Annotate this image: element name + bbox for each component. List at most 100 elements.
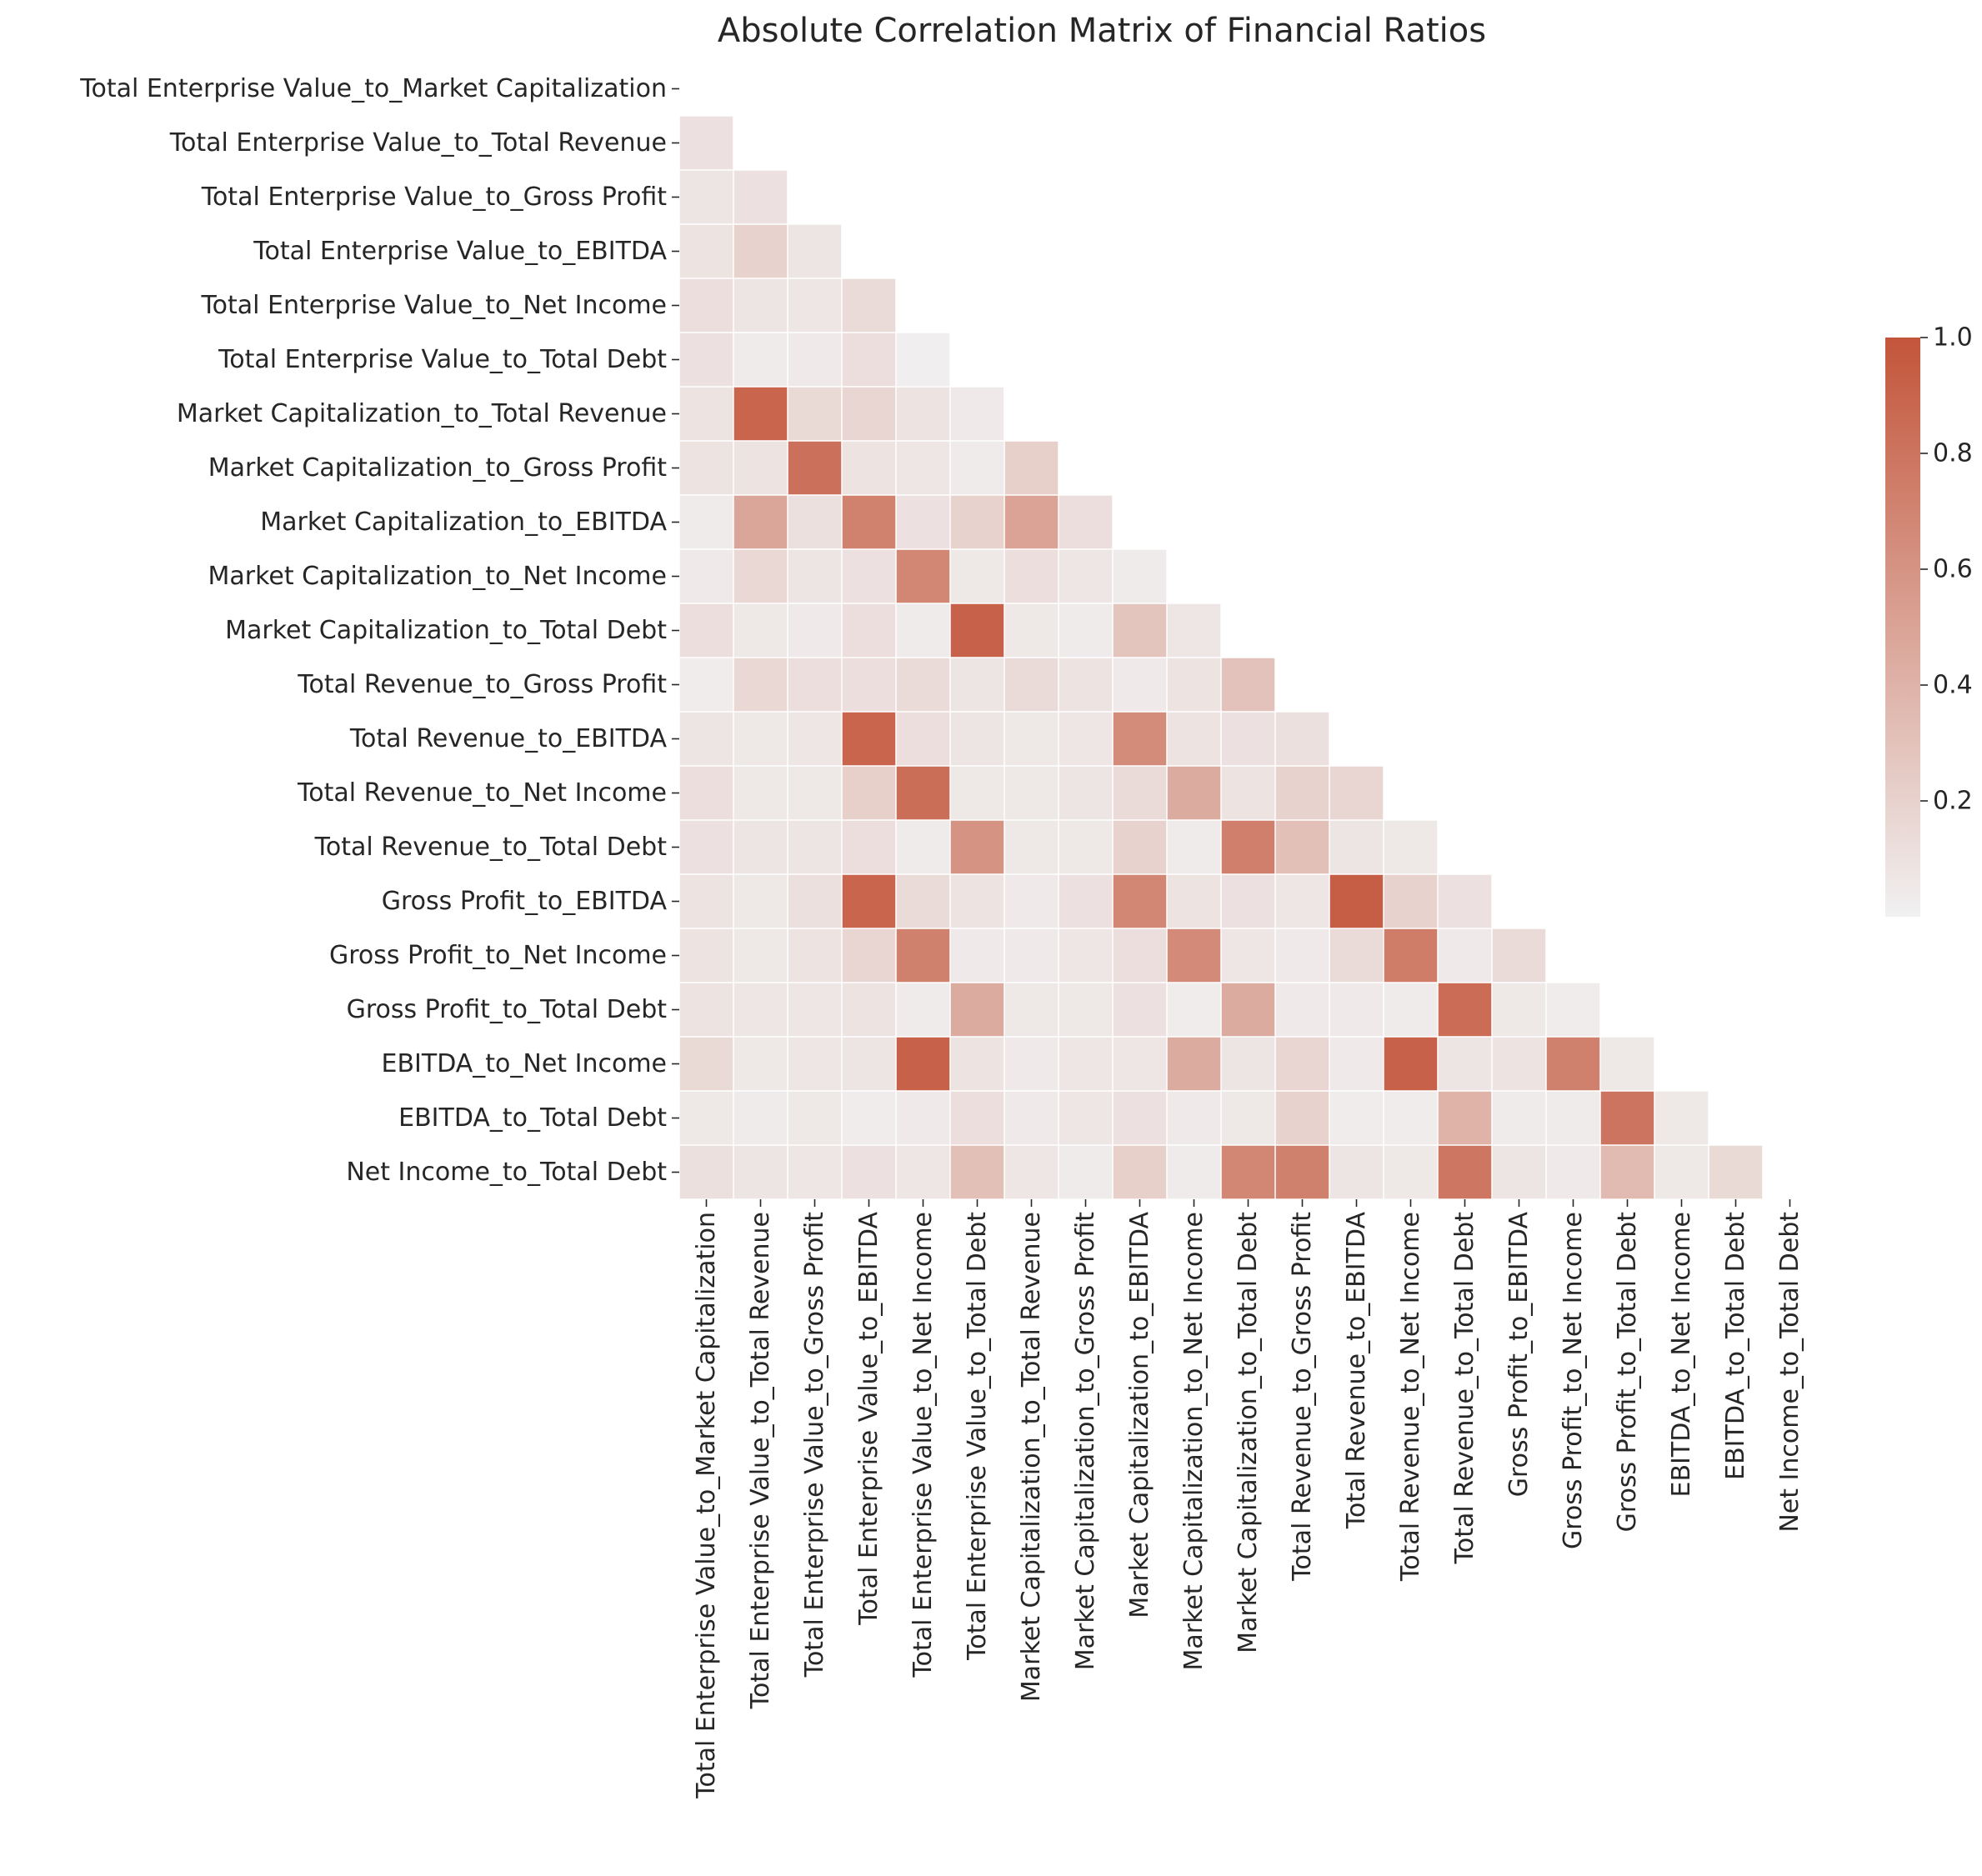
colorbar: 0.2 0.4 0.6 0.8 1.0 <box>1885 323 1973 917</box>
heatmap-cell <box>950 1091 1004 1145</box>
x-tick-label: Net Income_to_Total Debt <box>1775 1212 1804 1533</box>
y-tick-label: EBITDA_to_Total Debt <box>398 1103 667 1133</box>
heatmap-cell <box>733 495 788 549</box>
heatmap-cell <box>679 1091 733 1145</box>
heatmap-cell <box>896 441 950 495</box>
heatmap-cell <box>950 658 1004 712</box>
heatmap-cell <box>1059 712 1113 766</box>
heatmap-cell <box>679 983 733 1037</box>
heatmap-cell <box>950 766 1004 820</box>
heatmap-cell <box>788 603 842 658</box>
heatmap-cell <box>1384 928 1438 983</box>
heatmap-cell <box>950 712 1004 766</box>
heatmap-cell <box>788 928 842 983</box>
y-tick-label: Total Enterprise Value_to_EBITDA <box>253 237 667 266</box>
heatmap-cell <box>1167 820 1221 874</box>
heatmap-cell <box>1275 766 1329 820</box>
heatmap-cell <box>1329 928 1384 983</box>
heatmap-cell <box>788 1037 842 1091</box>
heatmap-cell <box>679 495 733 549</box>
heatmap-cell <box>950 983 1004 1037</box>
heatmap-cell <box>1384 983 1438 1037</box>
heatmap-cell <box>896 1145 950 1199</box>
heatmap-cell <box>1384 820 1438 874</box>
heatmap-cell <box>733 983 788 1037</box>
heatmap-cell <box>950 928 1004 983</box>
heatmap-cell <box>1384 874 1438 928</box>
heatmap-cell <box>733 603 788 658</box>
heatmap-cell <box>1004 766 1059 820</box>
heatmap-cell <box>679 278 733 333</box>
heatmap-cell <box>1221 874 1275 928</box>
y-tick-label: Gross Profit_to_Net Income <box>329 941 667 970</box>
x-tick-label: EBITDA_to_Total Debt <box>1721 1212 1750 1480</box>
heatmap-cell <box>1329 1145 1384 1199</box>
heatmap-cell <box>1059 1091 1113 1145</box>
heatmap-cell <box>1113 1037 1167 1091</box>
heatmap-cell <box>842 928 896 983</box>
heatmap-cell <box>896 658 950 712</box>
heatmap-cell <box>1059 1145 1113 1199</box>
heatmap-cell <box>1329 1091 1384 1145</box>
heatmap-cell <box>1275 1037 1329 1091</box>
x-tick-label: Market Capitalization_to_EBITDA <box>1125 1212 1154 1618</box>
heatmap-cell <box>1275 1091 1329 1145</box>
heatmap-cell <box>733 1145 788 1199</box>
x-tick-label: Market Capitalization_to_Total Debt <box>1234 1212 1263 1653</box>
heatmap-cell <box>1600 1037 1654 1091</box>
heatmap-cell <box>950 1037 1004 1091</box>
heatmap-cell <box>842 333 896 387</box>
heatmap-cell <box>842 278 896 333</box>
heatmap-cell <box>896 874 950 928</box>
x-tick-label: Gross Profit_to_Total Debt <box>1613 1212 1642 1533</box>
heatmap-cell <box>1492 1145 1546 1199</box>
heatmap-cell <box>896 712 950 766</box>
colorbar-tick-label: 0.8 <box>1933 439 1973 468</box>
heatmap-cell <box>733 1091 788 1145</box>
heatmap-cell <box>733 224 788 278</box>
heatmap-cell <box>1492 983 1546 1037</box>
heatmap-cell <box>842 549 896 603</box>
heatmap-cell <box>1546 1091 1600 1145</box>
heatmap-cell <box>1059 820 1113 874</box>
heatmap-cell <box>1059 983 1113 1037</box>
heatmap-cell <box>1059 495 1113 549</box>
heatmap-cell <box>788 766 842 820</box>
heatmap-cell <box>1004 549 1059 603</box>
heatmap-cell <box>896 766 950 820</box>
heatmap-cell <box>733 170 788 224</box>
heatmap-cell <box>1167 766 1221 820</box>
heatmap-cell <box>788 1145 842 1199</box>
x-tick-label: Total Enterprise Value_to_Total Debt <box>963 1212 992 1661</box>
heatmap-cell <box>842 603 896 658</box>
heatmap-cell <box>1654 1091 1709 1145</box>
heatmap-cell <box>1113 1091 1167 1145</box>
x-tick-label: Gross Profit_to_EBITDA <box>1504 1212 1534 1498</box>
heatmap-cell <box>842 495 896 549</box>
heatmap-cell <box>1059 658 1113 712</box>
heatmap-cell <box>1059 603 1113 658</box>
heatmap-cell <box>950 874 1004 928</box>
heatmap-cell <box>1600 1145 1654 1199</box>
heatmap-cell <box>679 820 733 874</box>
y-tick-label: Gross Profit_to_EBITDA <box>382 887 668 916</box>
x-tick-label: Total Enterprise Value_to_Net Income <box>908 1212 938 1678</box>
heatmap-cell <box>1004 712 1059 766</box>
heatmap-cell <box>842 983 896 1037</box>
y-tick-label: EBITDA_to_Net Income <box>381 1049 667 1078</box>
heatmap-cell <box>1221 766 1275 820</box>
x-tick-label: Total Enterprise Value_to_Gross Profit <box>800 1212 829 1678</box>
x-tick-label: Total Enterprise Value_to_Market Capital… <box>692 1212 721 1799</box>
heatmap-cell <box>679 441 733 495</box>
heatmap-cell <box>1329 1037 1384 1091</box>
heatmap-cell <box>1221 820 1275 874</box>
heatmap-cell <box>679 116 733 170</box>
heatmap-cell <box>1113 766 1167 820</box>
x-tick-label: Market Capitalization_to_Net Income <box>1179 1212 1209 1671</box>
heatmap-cell <box>1004 1037 1059 1091</box>
heatmap-cell <box>896 1091 950 1145</box>
heatmap-cell <box>1384 1091 1438 1145</box>
heatmap-cell <box>896 333 950 387</box>
x-tick-label: Total Enterprise Value_to_Total Revenue <box>746 1212 775 1709</box>
